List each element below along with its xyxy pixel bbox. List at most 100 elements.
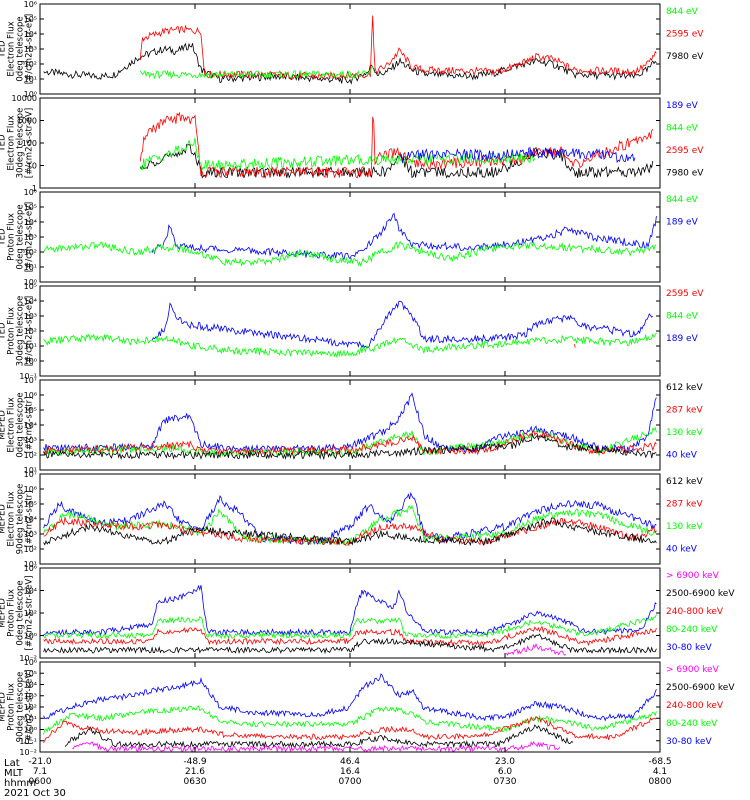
y-tick-label: 10⁵ bbox=[24, 406, 37, 415]
y-tick-label: 10⁰ bbox=[24, 726, 37, 735]
series-line-2595-ev bbox=[139, 111, 654, 180]
series-line-189-ev bbox=[151, 300, 654, 349]
series-line-287-kev bbox=[43, 428, 657, 456]
y-tick-label: 10⁵ bbox=[24, 500, 37, 509]
x-tick-label-hhmm: 0730 bbox=[494, 777, 517, 787]
series-group bbox=[139, 111, 654, 180]
y-axis-label: MEPEDElectron Flux0deg telescope[#/cm2-s… bbox=[0, 392, 35, 457]
panel-3: 10⁰ 10¹ 10² 10³ 10⁴ 10⁵ 10⁶ TEDProton Flux0deg … bbox=[0, 188, 699, 287]
y-tick-label: 10⁰ bbox=[24, 278, 37, 287]
legend-entry: 80-240 keV bbox=[666, 625, 718, 635]
series-line-612-kev bbox=[43, 432, 657, 461]
legend-entry: 612 keV bbox=[666, 383, 703, 393]
series-line-80-240-kev bbox=[43, 705, 657, 735]
x-tick-label-hhmm: 0600 bbox=[29, 777, 52, 787]
legend-entry: 30-80 keV bbox=[666, 737, 712, 747]
series-line-240-800-kev bbox=[43, 715, 657, 744]
y-tick-label: 10⁻¹ bbox=[19, 372, 37, 381]
series-line-189-ev bbox=[151, 212, 657, 261]
legend-entry: 2500-6900 keV bbox=[666, 683, 735, 693]
legend-entry: 130 keV bbox=[666, 428, 703, 438]
legend-entry: 40 keV bbox=[666, 545, 698, 555]
series-line-189-ev bbox=[399, 147, 636, 164]
legend-entry: 40 keV bbox=[666, 451, 698, 461]
y-axis-label-line: 30deg telescope bbox=[16, 108, 26, 179]
y-axis-label-line: [#/cm2-s-str-eV] bbox=[25, 108, 35, 178]
legend-entry: 844 eV bbox=[666, 124, 699, 134]
series-line--6900-kev bbox=[505, 643, 567, 656]
y-tick-label: 10⁰ bbox=[24, 632, 37, 641]
series-line-80-240-kev bbox=[43, 614, 657, 640]
y-tick-label: 10² bbox=[24, 451, 37, 460]
series-line-2595-ev bbox=[139, 15, 657, 81]
y-tick-label: 10⁻² bbox=[19, 748, 37, 757]
x-tick-label-mlt: 4.1 bbox=[653, 767, 667, 777]
x-tick-label-hhmm: 0800 bbox=[649, 777, 672, 787]
y-tick-label: 10³ bbox=[24, 45, 37, 54]
y-tick-label: 1 bbox=[32, 184, 37, 193]
legend-entry: 189 eV bbox=[666, 218, 699, 228]
y-axis-label-line: Electron Flux bbox=[7, 491, 17, 546]
y-tick-label: 1000 bbox=[17, 117, 37, 126]
panel-8: 10⁻² 10⁻¹ 10⁰ 10¹ 10² 10³ 10⁴ 10⁵ 10⁶ MEPEDProton… bbox=[0, 658, 735, 757]
y-tick-label: 10² bbox=[24, 545, 37, 554]
y-tick-label: 10⁶ bbox=[24, 188, 37, 197]
y-axis-label-line: MEPED bbox=[0, 410, 8, 440]
panel-5: 10¹ 10² 10³ 10⁴ 10⁵ 10⁶ 10⁷ MEPEDElectron Flux0… bbox=[0, 376, 703, 475]
y-tick-label: 10⁴ bbox=[24, 421, 37, 430]
y-tick-label: 10⁶ bbox=[24, 391, 37, 400]
legend-entry: 240-800 keV bbox=[666, 607, 724, 617]
y-axis-label-line: 0deg telescope bbox=[16, 392, 26, 457]
y-tick-label: 10⁰ bbox=[24, 90, 37, 99]
y-axis-label-line: Electron Flux bbox=[7, 397, 17, 452]
y-axis-label-line: Electron Flux bbox=[7, 21, 17, 76]
series-group bbox=[43, 673, 657, 752]
y-tick-label: 10⁷ bbox=[24, 376, 37, 385]
y-axis-label-line: 0deg telescope bbox=[16, 16, 26, 81]
y-axis-label: TEDProton Flux30deg telescope[#/cm2-s-st… bbox=[0, 296, 35, 367]
series-group bbox=[43, 491, 657, 547]
y-axis-label-line: Proton Flux bbox=[7, 213, 17, 261]
series-line-844-ev bbox=[43, 332, 657, 359]
y-axis-label-line: Proton Flux bbox=[7, 307, 17, 355]
y-tick-label: 10⁶ bbox=[24, 0, 37, 9]
legend-entry: 130 keV bbox=[666, 522, 703, 532]
series-line-7980-ev bbox=[43, 42, 657, 85]
legend-entry: 189 eV bbox=[666, 334, 699, 344]
x-tick-label-mlt: 6.0 bbox=[498, 767, 513, 777]
x-tick-label-mlt: 16.4 bbox=[340, 767, 360, 777]
legend-entry: 844 eV bbox=[666, 195, 699, 205]
y-tick-label: 10³ bbox=[24, 233, 37, 242]
series-line-130-kev bbox=[43, 426, 657, 458]
legend-entry: 287 keV bbox=[666, 406, 703, 416]
series-group bbox=[43, 584, 657, 656]
y-tick-label: 10⁵ bbox=[24, 669, 37, 678]
y-tick-label: 10² bbox=[24, 703, 37, 712]
y-tick-label: 10⁶ bbox=[24, 658, 37, 667]
y-tick-label: 10¹ bbox=[24, 466, 37, 475]
legend-entry: 2500-6900 keV bbox=[666, 589, 735, 599]
series-line-844-ev bbox=[43, 240, 657, 268]
y-tick-label: 10⁵ bbox=[24, 203, 37, 212]
legend-entry: 30-80 keV bbox=[666, 643, 712, 653]
y-axis-label-line: [#/cm2-s-str-eV] bbox=[25, 14, 35, 84]
y-tick-label: 10⁰ bbox=[24, 357, 37, 366]
legend-entry: 2595 eV bbox=[666, 289, 704, 299]
series-line-612-kev bbox=[43, 517, 657, 547]
legend-entry: 80-240 keV bbox=[666, 719, 718, 729]
series-line-40-kev bbox=[43, 392, 657, 454]
series-line-30-80-kev bbox=[43, 673, 657, 722]
y-tick-label: 10³ bbox=[24, 530, 37, 539]
legend-entry: 2595 eV bbox=[666, 146, 704, 156]
x-tick-label-lat: -48.9 bbox=[183, 757, 207, 767]
panel-6: 10¹ 10² 10³ 10⁴ 10⁵ 10⁶ 10⁷ MEPEDElectron Flux9… bbox=[0, 470, 703, 569]
y-axis-label-line: TED bbox=[0, 228, 8, 247]
panel-frame bbox=[39, 285, 661, 377]
y-tick-label: 10² bbox=[24, 609, 37, 618]
panel-4: 10⁻¹ 10⁰ 10¹ 10² 10³ 10⁴ 10⁵ TEDProton Flux30de… bbox=[0, 282, 704, 381]
legend-entry: 844 eV bbox=[666, 7, 699, 17]
series-line-7980-ev bbox=[139, 143, 654, 179]
x-tick-label-lat: 23.0 bbox=[495, 757, 515, 767]
panel-1: 10⁰ 10¹ 10² 10³ 10⁴ 10⁵ 10⁶ TEDElectron Flux0de… bbox=[0, 0, 704, 99]
